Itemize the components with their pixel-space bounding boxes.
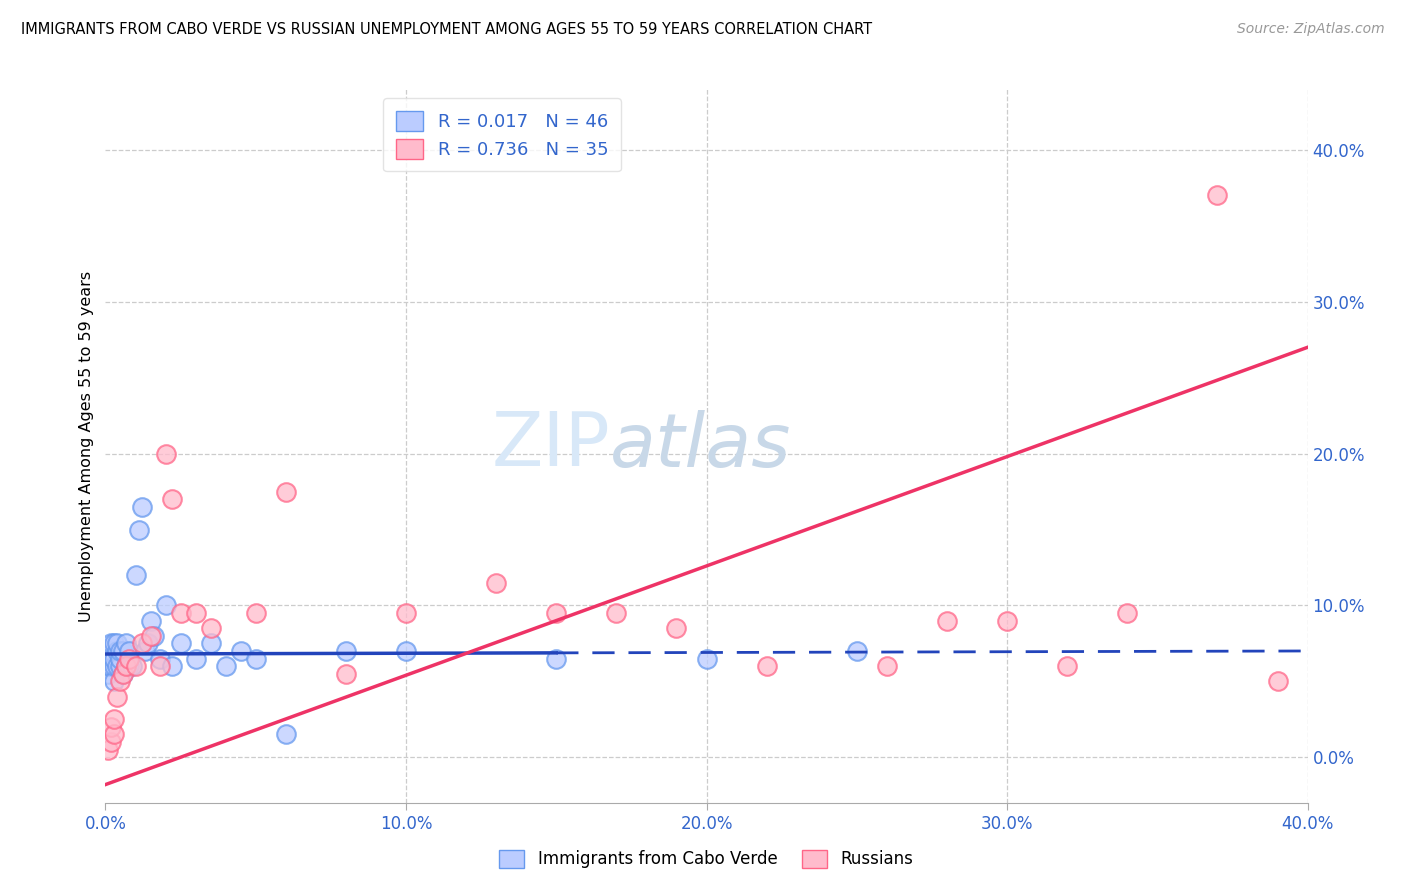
Point bbox=[100, 636, 122, 650]
Point bbox=[395, 644, 418, 658]
Point bbox=[876, 659, 898, 673]
Point bbox=[335, 666, 357, 681]
Point bbox=[118, 644, 141, 658]
Point bbox=[97, 659, 120, 673]
Point bbox=[395, 606, 418, 620]
Point bbox=[100, 644, 122, 658]
Point bbox=[134, 644, 156, 658]
Text: Source: ZipAtlas.com: Source: ZipAtlas.com bbox=[1237, 22, 1385, 37]
Point bbox=[110, 651, 132, 665]
Y-axis label: Unemployment Among Ages 55 to 59 years: Unemployment Among Ages 55 to 59 years bbox=[79, 270, 94, 622]
Point bbox=[142, 629, 165, 643]
Point bbox=[103, 659, 125, 673]
Point bbox=[245, 606, 267, 620]
Point bbox=[155, 447, 177, 461]
Point bbox=[200, 621, 222, 635]
Point bbox=[845, 644, 868, 658]
Point bbox=[124, 568, 146, 582]
Point bbox=[139, 629, 162, 643]
Point bbox=[1116, 606, 1139, 620]
Point bbox=[148, 659, 170, 673]
Point bbox=[110, 659, 132, 673]
Point bbox=[546, 651, 568, 665]
Point bbox=[136, 636, 159, 650]
Point bbox=[274, 484, 297, 499]
Point bbox=[184, 606, 207, 620]
Point bbox=[100, 735, 122, 749]
Point bbox=[1056, 659, 1078, 673]
Point bbox=[124, 659, 146, 673]
Point bbox=[245, 651, 267, 665]
Point bbox=[184, 651, 207, 665]
Point bbox=[148, 651, 170, 665]
Point bbox=[112, 644, 135, 658]
Point bbox=[103, 674, 125, 689]
Point bbox=[1267, 674, 1289, 689]
Text: IMMIGRANTS FROM CABO VERDE VS RUSSIAN UNEMPLOYMENT AMONG AGES 55 TO 59 YEARS COR: IMMIGRANTS FROM CABO VERDE VS RUSSIAN UN… bbox=[21, 22, 872, 37]
Point bbox=[103, 636, 125, 650]
Point bbox=[100, 659, 122, 673]
Point bbox=[107, 636, 129, 650]
Point bbox=[131, 500, 153, 514]
Point bbox=[131, 636, 153, 650]
Point bbox=[107, 644, 129, 658]
Point bbox=[107, 659, 129, 673]
Point bbox=[100, 720, 122, 734]
Point bbox=[107, 690, 129, 704]
Point bbox=[200, 636, 222, 650]
Point bbox=[755, 659, 778, 673]
Point bbox=[115, 659, 138, 673]
Point bbox=[115, 636, 138, 650]
Point bbox=[169, 606, 191, 620]
Legend: Immigrants from Cabo Verde, Russians: Immigrants from Cabo Verde, Russians bbox=[491, 841, 922, 877]
Point bbox=[160, 659, 183, 673]
Point bbox=[335, 644, 357, 658]
Point bbox=[103, 727, 125, 741]
Text: ZIP: ZIP bbox=[492, 409, 610, 483]
Point bbox=[110, 644, 132, 658]
Point bbox=[97, 742, 120, 756]
Point bbox=[112, 666, 135, 681]
Point bbox=[605, 606, 627, 620]
Point bbox=[110, 674, 132, 689]
Point bbox=[155, 599, 177, 613]
Point bbox=[118, 651, 141, 665]
Point bbox=[100, 651, 122, 665]
Point bbox=[112, 666, 135, 681]
Point bbox=[546, 606, 568, 620]
Point bbox=[485, 575, 508, 590]
Text: atlas: atlas bbox=[610, 410, 792, 482]
Point bbox=[1206, 188, 1229, 202]
Point bbox=[229, 644, 252, 658]
Point bbox=[128, 523, 150, 537]
Point bbox=[160, 492, 183, 507]
Point bbox=[97, 644, 120, 658]
Point bbox=[169, 636, 191, 650]
Point bbox=[103, 651, 125, 665]
Point bbox=[103, 712, 125, 726]
Point bbox=[665, 621, 688, 635]
Point bbox=[214, 659, 236, 673]
Point bbox=[995, 614, 1018, 628]
Point bbox=[139, 614, 162, 628]
Point bbox=[121, 659, 143, 673]
Point bbox=[936, 614, 959, 628]
Point bbox=[97, 666, 120, 681]
Point bbox=[696, 651, 718, 665]
Point bbox=[274, 727, 297, 741]
Point bbox=[118, 659, 141, 673]
Point bbox=[115, 659, 138, 673]
